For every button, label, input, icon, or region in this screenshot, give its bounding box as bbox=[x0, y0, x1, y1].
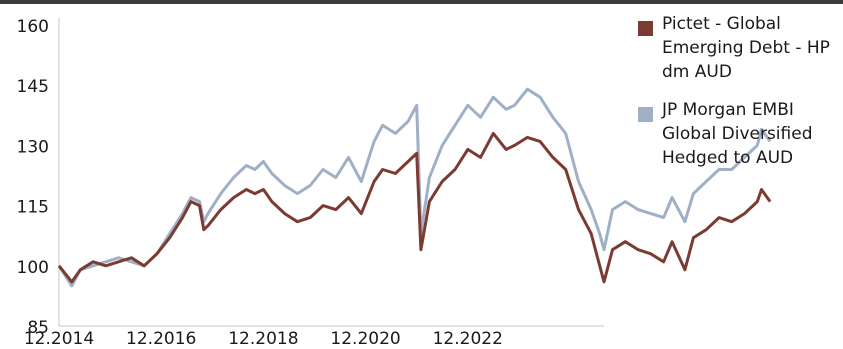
top-rule bbox=[0, 0, 843, 4]
legend-item-pictet: Pictet - Global Emerging Debt - HP dm AU… bbox=[638, 12, 843, 84]
x-axis-ticks: 12.2014 12.2016 12.2018 12.2020 12.2022 bbox=[24, 329, 503, 349]
x-tick-label: 12.2020 bbox=[330, 329, 400, 349]
y-tick-label: 130 bbox=[17, 137, 49, 157]
y-axis-ticks: 85 100 115 130 145 160 bbox=[17, 17, 49, 338]
x-tick-label: 12.2016 bbox=[126, 329, 196, 349]
series-line-pictet bbox=[57, 131, 772, 284]
y-tick-label: 160 bbox=[17, 17, 49, 37]
legend: Pictet - Global Emerging Debt - HP dm AU… bbox=[638, 12, 843, 184]
y-tick-label: 100 bbox=[17, 258, 49, 278]
y-tick-label: 115 bbox=[17, 198, 49, 218]
legend-label-jpmorgan: JP Morgan EMBI Global Diversified Hedged… bbox=[662, 100, 813, 168]
y-tick-label: 85 bbox=[27, 318, 49, 338]
y-tick-label: 145 bbox=[17, 77, 49, 97]
x-tick-label: 12.2022 bbox=[433, 329, 503, 349]
legend-swatch-jpmorgan bbox=[638, 107, 653, 122]
legend-item-jpmorgan: JP Morgan EMBI Global Diversified Hedged… bbox=[638, 98, 843, 170]
legend-label-pictet: Pictet - Global Emerging Debt - HP dm AU… bbox=[662, 14, 830, 82]
x-tick-label: 12.2018 bbox=[228, 329, 298, 349]
series-lines bbox=[57, 87, 772, 288]
legend-swatch-pictet bbox=[638, 21, 653, 36]
x-tick-label: 12.2014 bbox=[24, 329, 94, 349]
series-line-jpmorgan bbox=[57, 87, 772, 288]
